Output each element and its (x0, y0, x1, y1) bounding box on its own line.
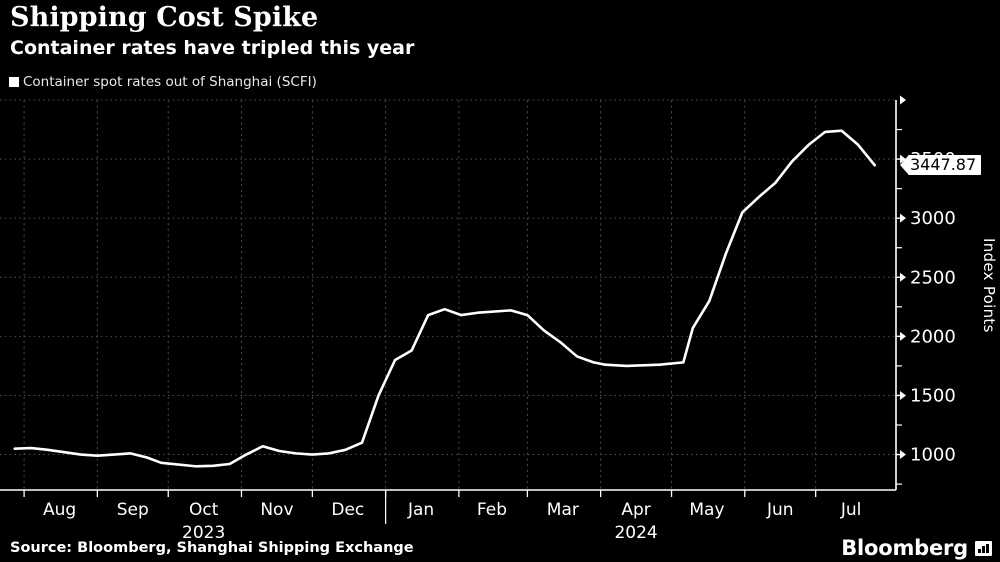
x-axis-label: Dec (331, 500, 364, 520)
chart-legend: Container spot rates out of Shanghai (SC… (9, 74, 317, 90)
x-axis-label: Jan (407, 500, 434, 520)
bloomberg-branding: Bloomberg (841, 536, 992, 560)
last-value-callout: 3447.87 (900, 155, 982, 176)
x-axis-label: Nov (260, 500, 293, 520)
bar-chart-icon (975, 540, 992, 556)
x-axis-label: Apr (621, 500, 650, 520)
y-axis-tick-arrow (900, 331, 906, 341)
y-axis-label: 1500 (910, 385, 956, 406)
y-axis-tick-arrow (900, 450, 906, 460)
y-axis-label: 2000 (910, 326, 956, 347)
x-axis-label: Oct (189, 500, 219, 520)
page-title: Shipping Cost Spike (10, 2, 319, 33)
y-axis-tick-arrow (900, 272, 906, 282)
y-axis-tick-arrow (900, 213, 906, 223)
y-axis-title: Index Points (980, 238, 998, 333)
legend-square-icon (9, 77, 19, 87)
y-axis-tick-arrow (900, 95, 906, 105)
x-axis-label: May (689, 500, 724, 520)
page-subtitle: Container rates have tripled this year (10, 37, 415, 59)
x-axis-label: Jun (766, 500, 794, 520)
legend-label: Container spot rates out of Shanghai (SC… (23, 74, 317, 90)
x-axis-label: Sep (117, 500, 149, 520)
x-axis-year-label: 2024 (614, 523, 657, 543)
y-axis-label: 2500 (910, 267, 956, 288)
x-axis-label: Aug (43, 500, 76, 520)
y-axis-label: 3000 (910, 208, 956, 229)
y-axis-label: 1000 (910, 445, 956, 466)
x-axis-label: Feb (477, 500, 507, 520)
x-axis-label: Mar (547, 500, 579, 520)
callout-arrow-icon (900, 156, 908, 175)
callout-value: 3447.87 (908, 155, 982, 176)
y-axis-tick-arrow (900, 390, 906, 400)
data-line-scfi (13, 129, 877, 468)
source-note: Source: Bloomberg, Shanghai Shipping Exc… (10, 540, 414, 556)
bloomberg-wordmark: Bloomberg (841, 536, 968, 560)
x-axis-year-label: 2023 (182, 523, 225, 543)
x-axis-label: Jul (840, 500, 862, 520)
